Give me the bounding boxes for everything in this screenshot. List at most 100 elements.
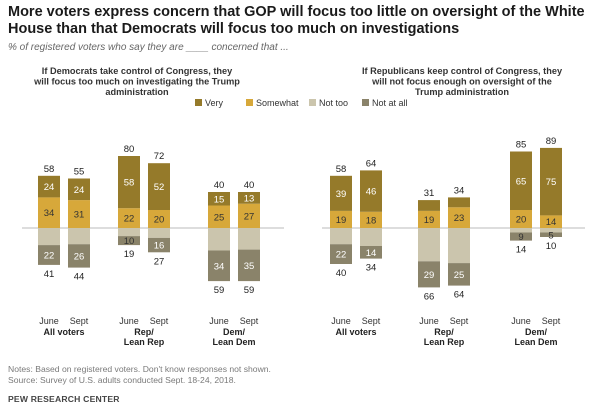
group-label: Lean Dem [212,337,255,347]
legend-swatch [309,99,316,106]
chart-title: More voters express concern that GOP wil… [8,4,585,37]
label-not-at-all: 35 [244,261,255,272]
bar-not-at-all [208,250,230,282]
group-label: Lean Rep [424,337,465,347]
legend-label: Not at all [372,98,408,108]
group-label: Lean Rep [124,337,165,347]
label-total-concerned: 40 [214,180,225,191]
label-total-concerned: 64 [366,158,377,169]
bar-not-too [208,228,230,251]
panel-title-line: If Republicans keep control of Congress,… [362,66,563,76]
legend-label: Not too [319,98,348,108]
bar-somewhat [448,207,470,228]
diverging-bar-charts: If Democrats take control of Congress, t… [22,66,585,347]
label-total-not: 34 [366,263,377,274]
bar-very [360,170,382,212]
label-total-not: 40 [336,268,347,279]
bar-somewhat [540,215,562,228]
label-total-not: 27 [154,256,165,267]
label-period: Sept [70,316,89,326]
bar-very [540,147,562,216]
label-somewhat: 19 [336,215,347,226]
chart-panel-2: If Republicans keep control of Congress,… [322,66,585,347]
label-somewhat: 27 [244,211,255,222]
label-period: June [209,316,229,326]
label-somewhat: 20 [516,215,527,226]
label-not-at-all: 26 [74,251,85,262]
label-somewhat: 19 [424,215,435,226]
label-period: Sept [450,316,469,326]
bar-very [38,175,60,198]
label-total-concerned: 89 [546,136,557,147]
bar-very [330,175,352,211]
label-period: Sept [150,316,169,326]
source-text: Source: Survey of U.S. adults conducted … [8,375,236,385]
label-not-at-all: 22 [336,250,347,261]
legend-swatch [246,99,253,106]
organization-name: PEW RESEARCH CENTER [8,394,120,404]
panel-title: If Democrats take control of Congress, t… [33,66,240,97]
bar-not-too [238,228,260,250]
label-total-concerned: 58 [44,164,55,175]
label-total-not: 19 [124,249,135,260]
legend-label: Very [205,98,224,108]
label-not-at-all: 34 [214,261,225,272]
bar-not-too [510,228,532,233]
label-very: 46 [366,187,377,198]
bar-not-at-all [238,249,260,282]
bar-very [208,192,230,206]
label-period: Sept [542,316,561,326]
group-label: Rep/ [134,327,154,337]
bar-not-too [68,228,90,245]
bar-not-at-all [118,236,140,246]
bar-not-too [330,228,352,245]
label-total-not: 59 [214,285,225,296]
label-not-at-all: 10 [124,236,135,247]
label-total-not: 59 [244,285,255,296]
bar-not-too [540,228,562,233]
panel-title-line: Trump administration [415,87,509,97]
bar-very [510,151,532,210]
chart-subtitle: % of registered voters who say they are … [8,42,289,53]
label-not-at-all: 9 [518,232,523,243]
label-somewhat: 20 [154,215,165,226]
bar-very [418,200,440,211]
label-total-not: 44 [74,272,85,283]
bar-very [448,197,470,208]
legend-swatch [195,99,202,106]
label-total-not: 64 [454,290,465,301]
label-somewhat: 31 [74,210,85,221]
bar-not-at-all [148,237,170,253]
label-somewhat: 22 [124,214,135,225]
bar-somewhat [68,200,90,228]
panel-title-line: will not focus enough on oversight of th… [371,77,552,87]
label-somewhat: 23 [454,213,465,224]
label-total-concerned: 80 [124,144,135,155]
label-period: June [511,316,531,326]
bar-somewhat [360,211,382,228]
label-very: 24 [44,182,55,193]
label-not-at-all: 5 [548,230,553,241]
label-period: Sept [240,316,259,326]
notes-text: Notes: Based on registered voters. Don't… [8,364,271,374]
bar-not-at-all [540,232,562,237]
group-label: All voters [43,327,84,337]
bar-not-too [38,228,60,246]
bar-very [68,178,90,201]
label-very: 15 [214,194,225,205]
bar-somewhat [38,197,60,228]
label-total-not: 14 [516,245,527,256]
panel-title-line: If Democrats take control of Congress, t… [42,66,233,76]
label-not-at-all: 16 [154,241,165,252]
bar-not-at-all [360,246,382,259]
label-somewhat: 14 [546,217,557,228]
bar-very [118,156,140,209]
legend-label: Somewhat [256,98,299,108]
bar-not-at-all [418,261,440,288]
label-total-concerned: 85 [516,140,527,151]
bar-not-too [418,228,440,262]
panel-title-line: will focus too much on investigating the… [33,77,240,87]
label-period: Sept [362,316,381,326]
label-somewhat: 25 [214,212,225,223]
bar-not-too [148,228,170,238]
